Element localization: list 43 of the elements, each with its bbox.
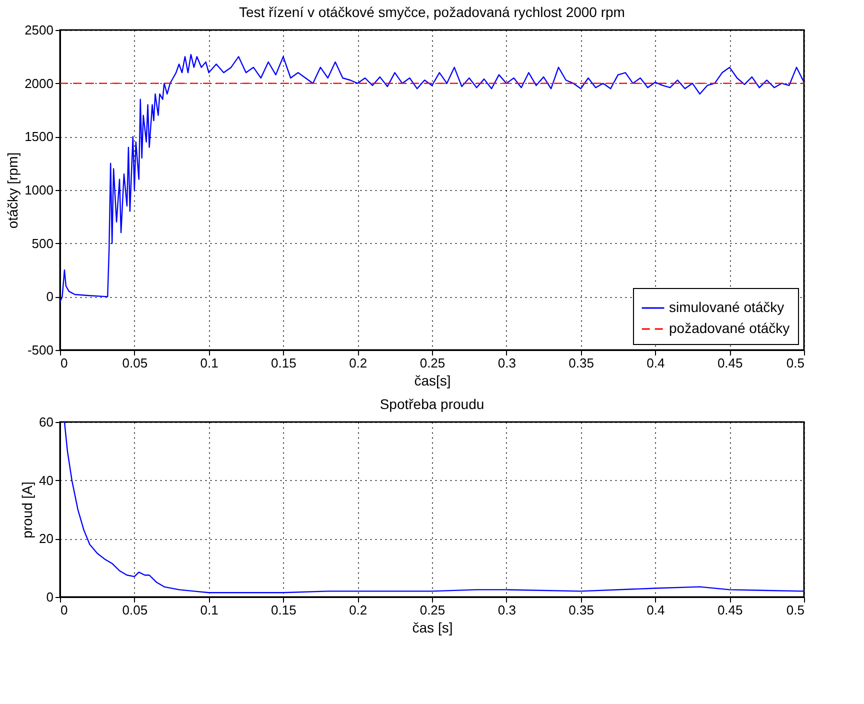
x-tick-label: 0.2 [349, 602, 368, 618]
x-tick-label: 0.5 [786, 356, 804, 370]
x-tick-label: 0.05 [122, 356, 148, 370]
x-tick-label: 0.05 [122, 602, 148, 618]
line-series [64, 422, 804, 594]
x-tick-label: 0.35 [568, 356, 594, 370]
x-tick-label: 0.25 [420, 356, 446, 370]
x-tick-label: 0.2 [349, 356, 368, 370]
y-tick-label: -500 [27, 342, 54, 358]
x-axis-title: čas[s] [414, 372, 451, 388]
y-tick-label: 2000 [24, 76, 54, 91]
x-tick-label: 0.5 [786, 602, 804, 618]
x-tick-label: 0.15 [271, 356, 296, 370]
y-tick-label: 40 [39, 472, 54, 488]
legend-label: simulované otáčky [669, 299, 784, 315]
y-tick-label: 60 [39, 414, 54, 430]
y-tick-label: 1500 [24, 129, 54, 144]
x-tick-label: 0.45 [717, 602, 743, 618]
x-tick-label: 0.4 [646, 602, 665, 618]
y-tick-label: 0 [46, 590, 54, 604]
y-tick-label: 20 [39, 531, 54, 546]
x-tick-label: 0 [60, 356, 68, 370]
x-tick-label: 0.35 [568, 602, 594, 618]
x-tick-label: 0.25 [420, 602, 446, 618]
x-tick-label: 0.3 [498, 602, 516, 618]
y-tick-label: 0 [46, 289, 54, 304]
x-tick-label: 0.3 [498, 356, 516, 370]
x-tick-label: 0.45 [717, 356, 743, 370]
y-tick-label: 500 [32, 236, 54, 251]
chart-title: Test řízení v otáčkové smyčce, požadovaná rychlost 2000 rpm [239, 4, 625, 20]
x-tick-label: 0.1 [200, 602, 218, 618]
x-tick-label: 0.15 [271, 602, 296, 618]
line-series [60, 54, 804, 303]
x-tick-label: 0.4 [646, 356, 665, 370]
y-axis-title: proud [A] [19, 482, 36, 538]
y-axis-title: otáčky [rpm] [4, 152, 21, 229]
x-tick-label: 0.1 [200, 356, 218, 370]
legend-label: požadované otáčky [669, 320, 790, 336]
y-tick-label: 2500 [24, 22, 54, 38]
x-tick-label: 0 [60, 602, 68, 618]
chart-title: Spotřeba proudu [380, 396, 484, 412]
x-axis-title: čas [s] [412, 620, 453, 636]
y-tick-label: 1000 [24, 182, 54, 198]
